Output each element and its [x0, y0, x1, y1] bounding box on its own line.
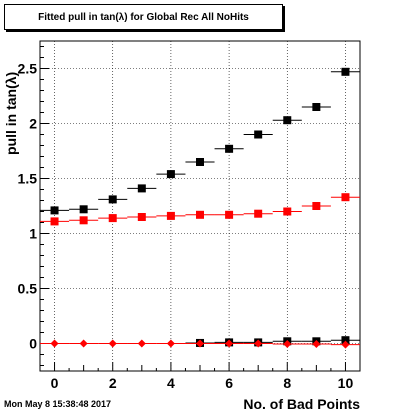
data-point [108, 339, 117, 348]
data-point [283, 207, 292, 216]
data-point [225, 210, 234, 219]
data-point [137, 213, 146, 221]
chart-title: Fitted pull in tan(λ) for Global Rec All… [38, 11, 249, 23]
data-point [108, 195, 117, 204]
timestamp: Mon May 8 15:38:48 2017 [4, 399, 112, 409]
data-point [166, 211, 175, 220]
data-point [283, 340, 292, 349]
data-point [50, 339, 59, 348]
y-tick-label: 0 [29, 336, 37, 352]
data-point [50, 206, 59, 215]
data-point [283, 116, 292, 125]
data-point [196, 210, 204, 219]
y-tick-label: 1 [29, 226, 37, 242]
x-tick-label: 8 [283, 375, 291, 391]
data-point [341, 193, 350, 202]
data-point [50, 217, 59, 226]
y-tick-label: 1.5 [18, 171, 38, 187]
data-point [312, 340, 321, 349]
data-point [254, 339, 263, 348]
x-axis-label: No. of Bad Points [243, 396, 360, 412]
data-point [166, 170, 175, 179]
data-point [137, 339, 146, 348]
data-point [79, 339, 88, 348]
data-point [79, 205, 88, 214]
y-tick-label: 2.5 [18, 61, 38, 77]
y-axis-label-wrap: pull in tan(λ) [3, 72, 21, 155]
y-tick-label: 2 [29, 116, 37, 132]
data-point [137, 184, 146, 193]
data-point [196, 339, 204, 348]
y-axis-label: pull in tan(λ) [3, 71, 19, 155]
data-point [254, 130, 263, 139]
data-point [196, 158, 204, 166]
data-point [225, 339, 234, 348]
x-tick-label: 0 [51, 375, 59, 391]
x-tick-label: 2 [109, 375, 117, 391]
data-point [108, 214, 117, 223]
data-point [254, 209, 263, 218]
data-point [341, 340, 350, 349]
data-point [79, 216, 88, 225]
data-point [166, 339, 175, 348]
data-point [341, 336, 350, 345]
data-point [225, 144, 234, 153]
x-tick-label: 4 [167, 375, 175, 391]
y-tick-label: 0.5 [18, 281, 38, 297]
data-point [312, 202, 321, 210]
x-tick-label: 10 [338, 375, 354, 391]
data-point [312, 103, 321, 111]
x-tick-label: 6 [225, 375, 233, 391]
data-point [341, 67, 350, 76]
chart-title-box: Fitted pull in tan(λ) for Global Rec All… [4, 4, 283, 30]
